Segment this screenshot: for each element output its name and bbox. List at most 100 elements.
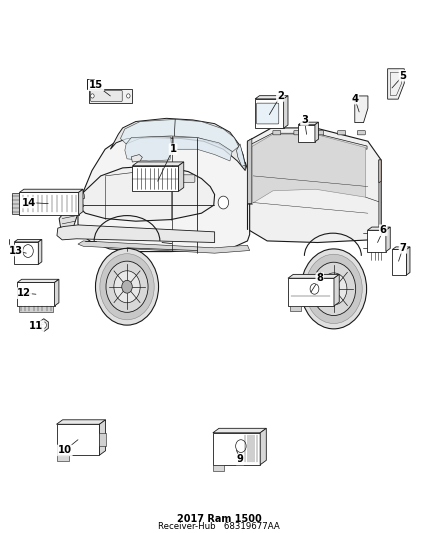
Polygon shape bbox=[120, 119, 239, 152]
Text: 12: 12 bbox=[17, 288, 31, 298]
FancyBboxPatch shape bbox=[338, 131, 346, 135]
Polygon shape bbox=[59, 195, 79, 232]
Polygon shape bbox=[57, 424, 99, 455]
Polygon shape bbox=[18, 282, 54, 306]
Polygon shape bbox=[290, 306, 301, 311]
Text: 4: 4 bbox=[351, 94, 358, 103]
Circle shape bbox=[114, 271, 140, 303]
Polygon shape bbox=[213, 465, 224, 471]
Polygon shape bbox=[379, 160, 381, 183]
Text: 8: 8 bbox=[316, 273, 323, 283]
Polygon shape bbox=[298, 125, 315, 142]
Polygon shape bbox=[367, 227, 390, 230]
Circle shape bbox=[312, 262, 356, 316]
Polygon shape bbox=[89, 90, 132, 102]
Polygon shape bbox=[355, 96, 368, 123]
Polygon shape bbox=[260, 429, 266, 465]
Polygon shape bbox=[386, 227, 390, 252]
Polygon shape bbox=[64, 201, 84, 209]
Polygon shape bbox=[247, 128, 381, 243]
Polygon shape bbox=[298, 122, 318, 125]
Polygon shape bbox=[250, 133, 367, 149]
Polygon shape bbox=[19, 306, 53, 312]
FancyBboxPatch shape bbox=[181, 175, 195, 182]
Polygon shape bbox=[392, 249, 406, 275]
Polygon shape bbox=[283, 96, 288, 128]
Polygon shape bbox=[406, 247, 410, 275]
Polygon shape bbox=[247, 139, 252, 204]
Circle shape bbox=[218, 196, 229, 209]
Text: 13: 13 bbox=[8, 246, 22, 255]
Text: 7: 7 bbox=[399, 243, 406, 253]
Polygon shape bbox=[11, 193, 19, 214]
Polygon shape bbox=[125, 136, 172, 161]
Polygon shape bbox=[99, 420, 106, 455]
Circle shape bbox=[95, 248, 159, 325]
Circle shape bbox=[100, 254, 154, 320]
Polygon shape bbox=[237, 144, 245, 166]
Polygon shape bbox=[57, 455, 69, 461]
Text: 2017 Ram 1500: 2017 Ram 1500 bbox=[177, 514, 261, 524]
Text: 11: 11 bbox=[29, 321, 43, 331]
FancyBboxPatch shape bbox=[316, 131, 324, 135]
Polygon shape bbox=[78, 241, 250, 253]
Text: 1: 1 bbox=[170, 144, 177, 154]
Polygon shape bbox=[367, 230, 386, 252]
Circle shape bbox=[328, 282, 339, 295]
FancyBboxPatch shape bbox=[294, 131, 302, 135]
Circle shape bbox=[23, 245, 33, 257]
Polygon shape bbox=[19, 192, 78, 215]
Text: 5: 5 bbox=[399, 71, 406, 80]
Text: 6: 6 bbox=[380, 225, 387, 235]
FancyBboxPatch shape bbox=[257, 103, 279, 124]
Circle shape bbox=[301, 249, 367, 329]
Circle shape bbox=[91, 94, 94, 98]
Text: 3: 3 bbox=[301, 115, 308, 125]
Polygon shape bbox=[57, 225, 215, 243]
Polygon shape bbox=[68, 192, 85, 201]
Circle shape bbox=[236, 440, 246, 453]
Polygon shape bbox=[178, 162, 184, 191]
Polygon shape bbox=[315, 122, 318, 142]
Polygon shape bbox=[173, 137, 232, 161]
Polygon shape bbox=[57, 420, 106, 424]
Polygon shape bbox=[78, 189, 83, 215]
Polygon shape bbox=[14, 239, 42, 242]
Polygon shape bbox=[77, 166, 215, 221]
Text: 10: 10 bbox=[58, 446, 72, 455]
Polygon shape bbox=[38, 239, 42, 264]
Polygon shape bbox=[288, 274, 339, 278]
Polygon shape bbox=[388, 69, 404, 99]
FancyBboxPatch shape bbox=[273, 131, 281, 135]
Polygon shape bbox=[99, 433, 106, 446]
Circle shape bbox=[127, 94, 130, 98]
Polygon shape bbox=[54, 279, 59, 306]
Polygon shape bbox=[19, 189, 83, 192]
Polygon shape bbox=[255, 96, 288, 99]
Circle shape bbox=[41, 322, 46, 328]
Text: 2: 2 bbox=[277, 91, 284, 101]
Circle shape bbox=[106, 261, 148, 312]
Polygon shape bbox=[379, 160, 381, 231]
Circle shape bbox=[122, 280, 132, 293]
Text: 15: 15 bbox=[89, 80, 103, 90]
Polygon shape bbox=[110, 118, 245, 171]
Polygon shape bbox=[78, 134, 250, 252]
Circle shape bbox=[305, 254, 362, 324]
Polygon shape bbox=[132, 166, 178, 191]
Polygon shape bbox=[288, 278, 334, 306]
Text: 14: 14 bbox=[21, 198, 35, 207]
Polygon shape bbox=[252, 134, 366, 204]
FancyBboxPatch shape bbox=[357, 131, 365, 135]
Polygon shape bbox=[213, 429, 266, 433]
FancyBboxPatch shape bbox=[91, 90, 122, 101]
Circle shape bbox=[321, 273, 347, 305]
Polygon shape bbox=[131, 155, 142, 162]
Polygon shape bbox=[334, 274, 339, 306]
Polygon shape bbox=[14, 242, 38, 264]
Polygon shape bbox=[392, 247, 410, 249]
Polygon shape bbox=[132, 162, 184, 166]
Text: 9: 9 bbox=[237, 455, 244, 464]
Polygon shape bbox=[213, 433, 260, 465]
Circle shape bbox=[310, 284, 319, 294]
